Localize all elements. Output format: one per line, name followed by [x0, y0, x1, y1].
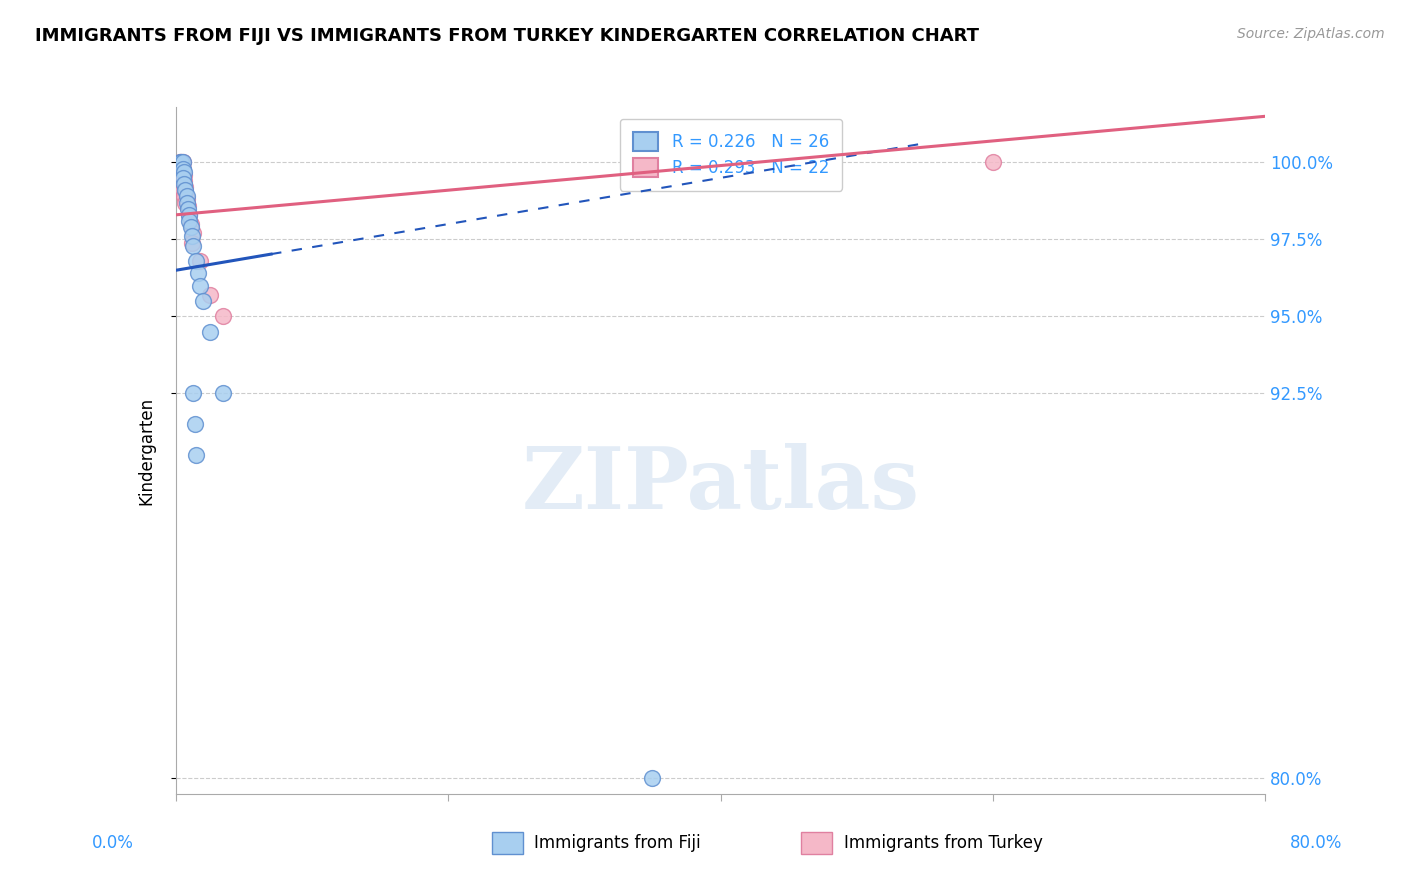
Legend: R = 0.226   N = 26, R = 0.293   N = 22: R = 0.226 N = 26, R = 0.293 N = 22	[620, 119, 842, 191]
Point	[172, 183, 194, 197]
Point	[183, 386, 205, 401]
Point	[173, 174, 195, 188]
Point	[174, 186, 197, 201]
Point	[176, 195, 198, 210]
Point	[198, 325, 221, 339]
Point	[198, 288, 221, 302]
Point	[170, 155, 193, 169]
Point	[176, 189, 198, 203]
Text: IMMIGRANTS FROM FIJI VS IMMIGRANTS FROM TURKEY KINDERGARTEN CORRELATION CHART: IMMIGRANTS FROM FIJI VS IMMIGRANTS FROM …	[35, 27, 979, 45]
Point	[172, 161, 194, 176]
Point	[173, 177, 195, 191]
Point	[177, 198, 200, 212]
Text: ZIPatlas: ZIPatlas	[522, 442, 920, 527]
Point	[173, 165, 195, 179]
Point	[212, 386, 235, 401]
Point	[169, 155, 191, 169]
Point	[183, 227, 205, 241]
Point	[186, 448, 208, 462]
Text: 80.0%: 80.0%	[1291, 834, 1343, 852]
Point	[170, 177, 193, 191]
Text: Immigrants from Turkey: Immigrants from Turkey	[844, 834, 1042, 852]
Point	[981, 155, 1004, 169]
Point	[179, 208, 201, 222]
Point	[181, 235, 204, 250]
Text: 0.0%: 0.0%	[91, 834, 134, 852]
Point	[179, 214, 201, 228]
Point	[183, 238, 205, 252]
Point	[641, 772, 664, 786]
Point	[169, 155, 191, 169]
Point	[174, 195, 197, 210]
FancyBboxPatch shape	[801, 831, 832, 855]
Point	[184, 417, 207, 432]
Point	[186, 266, 209, 280]
Point	[188, 278, 211, 293]
Point	[212, 310, 235, 324]
Point	[177, 202, 200, 216]
Text: Source: ZipAtlas.com: Source: ZipAtlas.com	[1237, 27, 1385, 41]
Point	[191, 294, 214, 309]
Point	[172, 170, 194, 185]
Point	[188, 254, 211, 268]
Point	[179, 208, 201, 222]
Y-axis label: Kindergarten: Kindergarten	[136, 396, 155, 505]
Point	[173, 168, 195, 182]
Point	[173, 189, 195, 203]
Point	[174, 183, 197, 197]
Point	[172, 155, 194, 169]
Point	[174, 180, 197, 194]
Text: Immigrants from Fiji: Immigrants from Fiji	[534, 834, 702, 852]
Point	[172, 161, 194, 176]
Point	[180, 217, 202, 231]
Point	[172, 155, 194, 169]
Point	[180, 220, 202, 235]
Point	[176, 193, 198, 207]
Point	[181, 229, 204, 244]
FancyBboxPatch shape	[492, 831, 523, 855]
Point	[186, 254, 208, 268]
Point	[170, 155, 193, 169]
